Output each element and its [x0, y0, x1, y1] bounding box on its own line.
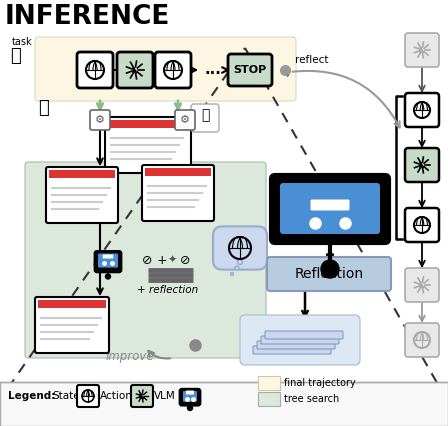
Text: IMPROVEMENT: IMPROVEMENT: [240, 392, 448, 416]
FancyBboxPatch shape: [95, 251, 121, 272]
FancyBboxPatch shape: [240, 315, 360, 365]
Text: Action: Action: [100, 391, 133, 401]
FancyBboxPatch shape: [267, 257, 391, 291]
FancyBboxPatch shape: [253, 346, 331, 354]
Text: 🔍: 🔍: [10, 47, 21, 65]
FancyBboxPatch shape: [142, 165, 214, 221]
FancyBboxPatch shape: [405, 33, 439, 67]
Text: STOP: STOP: [233, 65, 267, 75]
Bar: [258, 392, 280, 406]
Circle shape: [235, 266, 239, 270]
FancyBboxPatch shape: [273, 198, 293, 232]
Text: ⊘: ⊘: [142, 253, 152, 267]
Text: reflect: reflect: [295, 55, 328, 65]
FancyBboxPatch shape: [257, 341, 335, 349]
FancyBboxPatch shape: [405, 93, 439, 127]
Text: +: +: [157, 253, 167, 267]
Bar: [145, 168, 211, 176]
Text: Legend:: Legend:: [8, 391, 56, 401]
Text: ⊘: ⊘: [180, 253, 190, 267]
Circle shape: [231, 273, 233, 276]
Polygon shape: [133, 67, 137, 73]
Text: + reflection: + reflection: [138, 285, 198, 295]
FancyBboxPatch shape: [191, 104, 219, 132]
Text: State: State: [52, 391, 80, 401]
Text: task: task: [12, 37, 33, 47]
Text: ✦: ✦: [167, 255, 177, 265]
Bar: [49, 170, 115, 178]
FancyBboxPatch shape: [155, 52, 191, 88]
FancyBboxPatch shape: [186, 391, 194, 394]
Bar: [38, 300, 106, 308]
Circle shape: [188, 406, 193, 411]
Circle shape: [105, 274, 111, 279]
Bar: [0, 382, 448, 426]
FancyBboxPatch shape: [405, 148, 439, 182]
FancyBboxPatch shape: [35, 37, 296, 101]
FancyBboxPatch shape: [367, 198, 387, 232]
FancyBboxPatch shape: [105, 117, 191, 173]
FancyBboxPatch shape: [280, 183, 380, 234]
FancyBboxPatch shape: [405, 208, 439, 242]
Text: final trajectory: final trajectory: [284, 378, 356, 388]
FancyBboxPatch shape: [46, 167, 118, 223]
Text: ⚙: ⚙: [95, 115, 105, 125]
Text: tree search: tree search: [284, 394, 339, 404]
FancyBboxPatch shape: [77, 385, 99, 407]
FancyBboxPatch shape: [180, 389, 200, 405]
FancyBboxPatch shape: [131, 385, 153, 407]
FancyBboxPatch shape: [103, 254, 113, 259]
FancyBboxPatch shape: [265, 331, 343, 339]
Circle shape: [321, 260, 339, 278]
Polygon shape: [140, 393, 144, 399]
FancyBboxPatch shape: [117, 52, 153, 88]
Text: 🏆: 🏆: [201, 108, 209, 122]
Text: VLM: VLM: [154, 391, 176, 401]
FancyBboxPatch shape: [228, 54, 272, 86]
FancyBboxPatch shape: [405, 268, 439, 302]
Text: ...: ...: [205, 63, 221, 78]
FancyBboxPatch shape: [90, 110, 110, 130]
FancyBboxPatch shape: [25, 162, 266, 358]
FancyBboxPatch shape: [77, 52, 113, 88]
Text: improve: improve: [106, 350, 154, 363]
Bar: [108, 120, 188, 128]
Text: vector db: vector db: [270, 355, 320, 365]
Text: 🌲: 🌲: [38, 99, 49, 117]
FancyBboxPatch shape: [271, 175, 389, 243]
Polygon shape: [420, 282, 424, 288]
FancyBboxPatch shape: [35, 297, 109, 353]
Text: INFERENCE: INFERENCE: [5, 4, 170, 30]
Text: best: best: [195, 108, 215, 117]
FancyBboxPatch shape: [98, 253, 118, 268]
Polygon shape: [420, 47, 424, 53]
Text: Reflection: Reflection: [294, 267, 364, 281]
Circle shape: [237, 259, 242, 265]
Text: ⚙: ⚙: [180, 115, 190, 125]
FancyBboxPatch shape: [175, 110, 195, 130]
FancyBboxPatch shape: [310, 199, 349, 210]
FancyBboxPatch shape: [405, 323, 439, 357]
FancyBboxPatch shape: [261, 336, 339, 344]
FancyBboxPatch shape: [213, 226, 267, 270]
Polygon shape: [420, 162, 424, 168]
FancyBboxPatch shape: [183, 391, 197, 402]
Bar: [258, 376, 280, 390]
